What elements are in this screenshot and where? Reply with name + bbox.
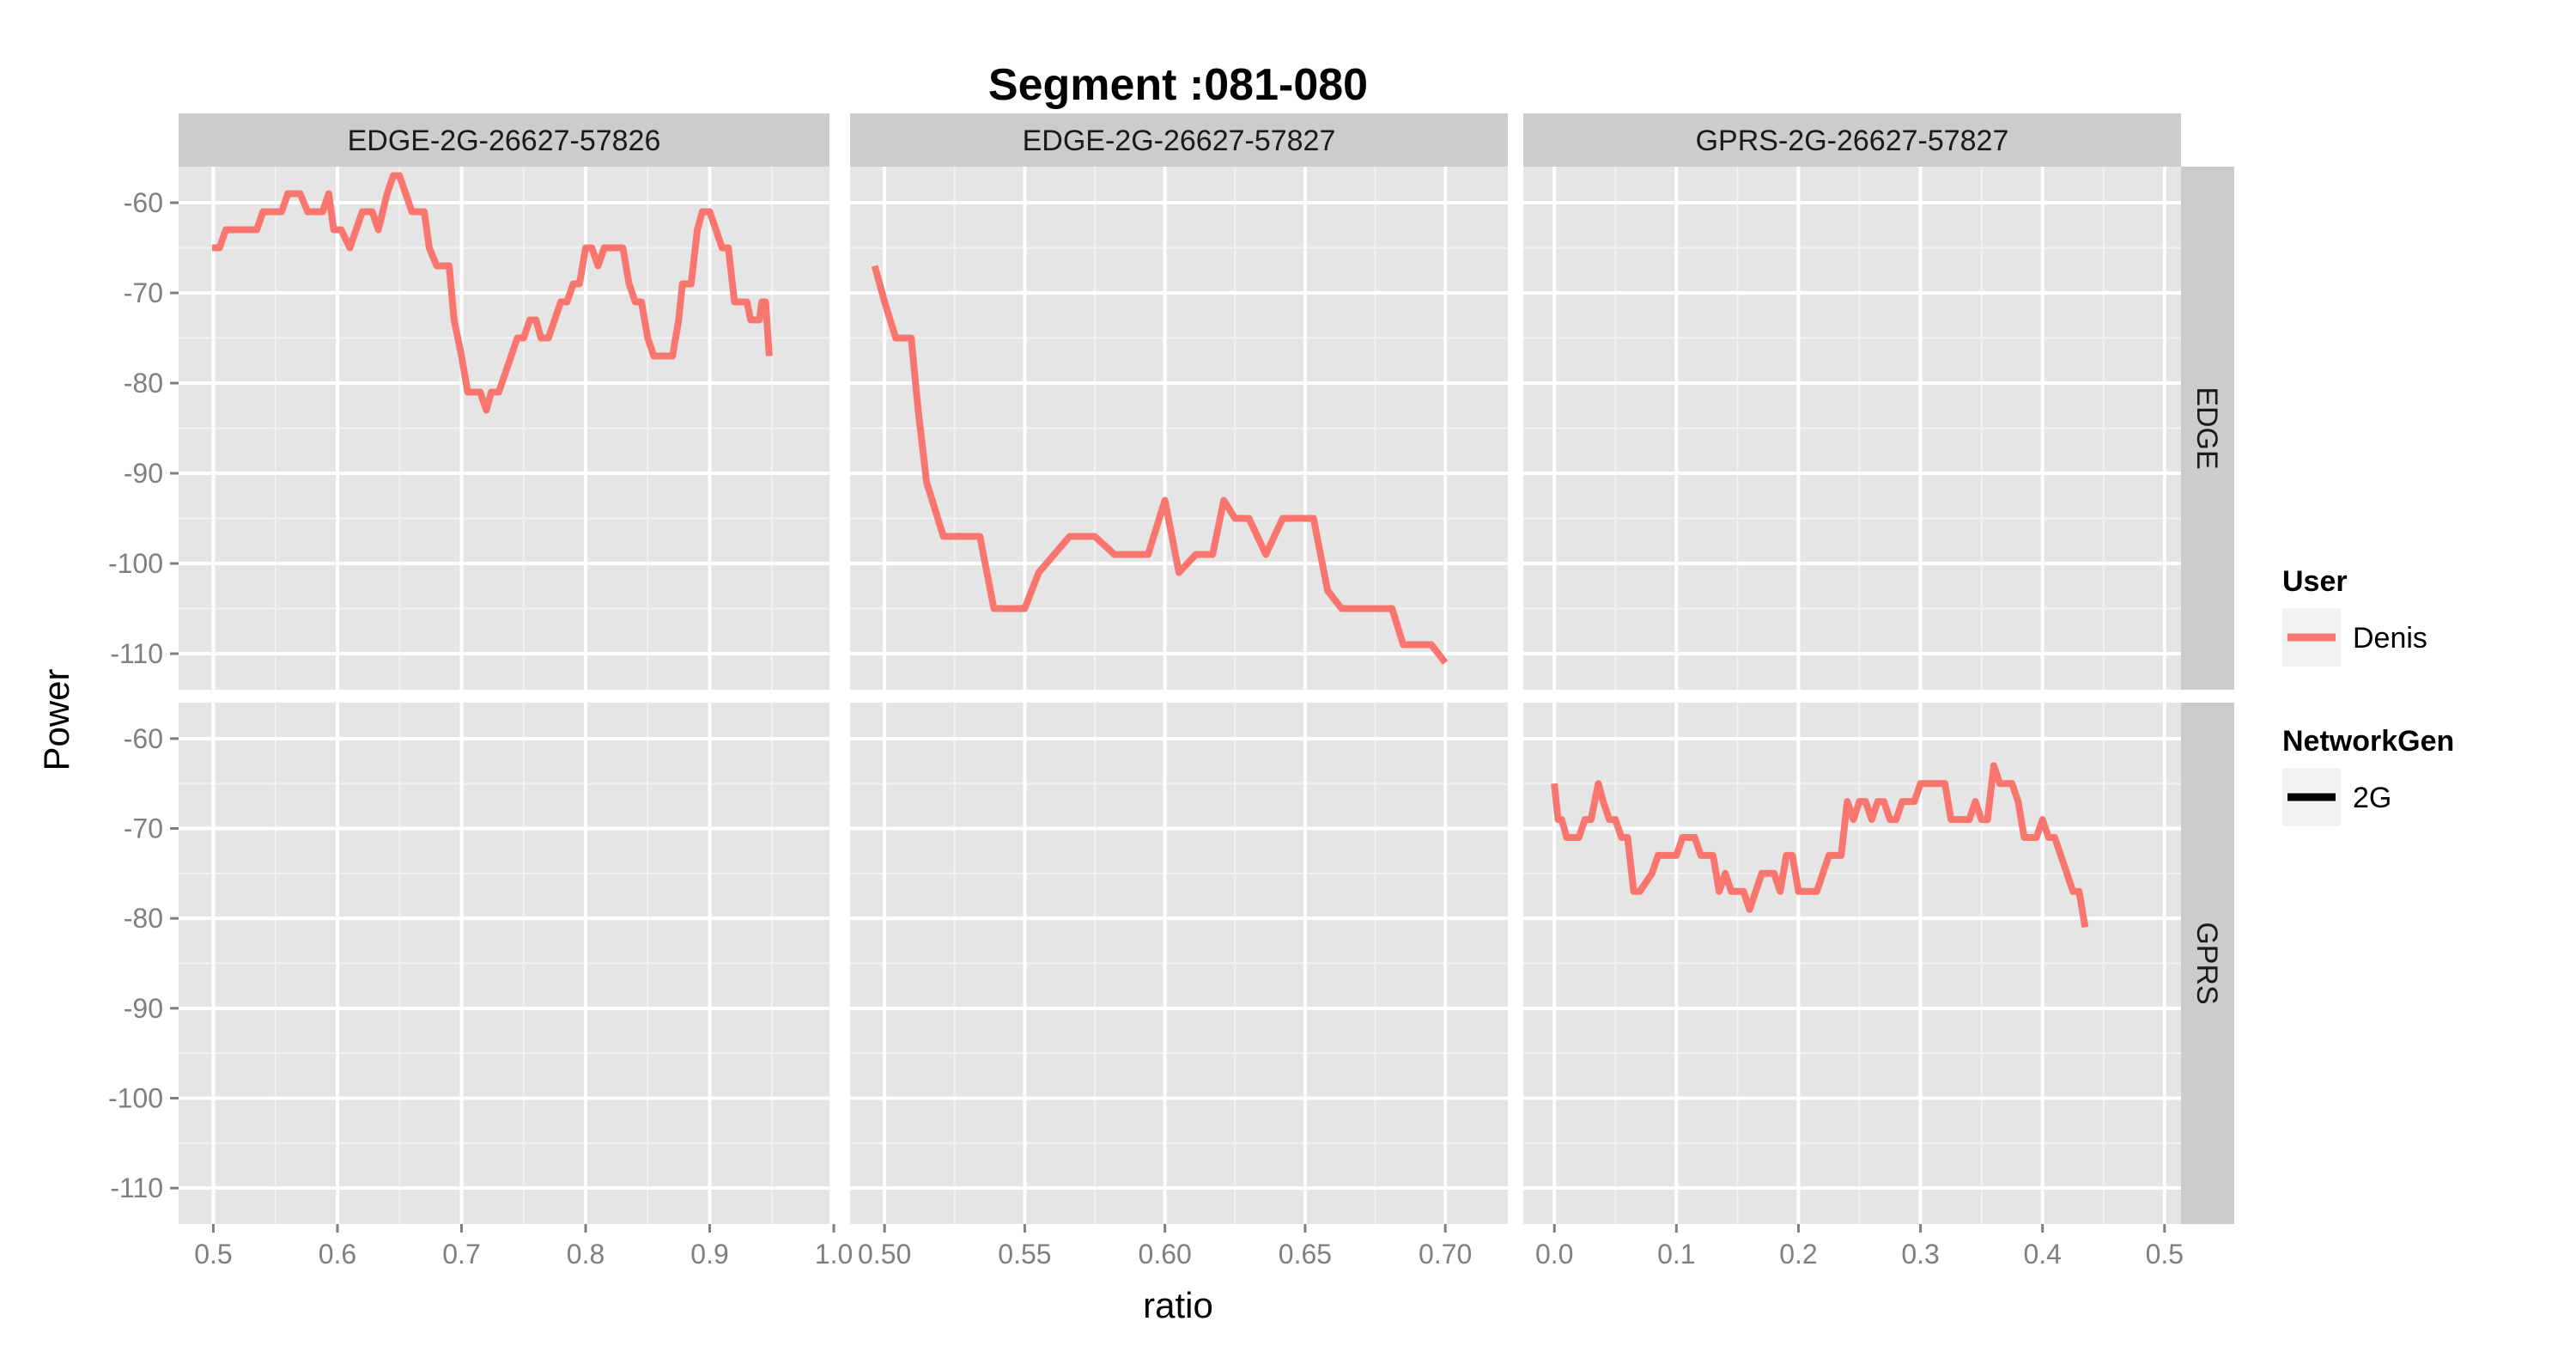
series-line-denis-panel-0-1: Denis [871, 265, 1449, 665]
y-tick-label: -110 [110, 1172, 163, 1203]
x-tick-label: 0.8 [567, 1239, 605, 1270]
facet-strip-top [850, 113, 1508, 167]
panel-0-2 [1523, 167, 2181, 690]
panel-1-0 [179, 703, 836, 1224]
facet-strip-label-row-0: EDGE [2190, 387, 2223, 469]
y-tick-label: -60 [124, 187, 163, 218]
x-axis-title: ratio [1143, 1285, 1213, 1325]
y-tick-label: -60 [124, 723, 163, 754]
panel-1-1 [850, 703, 1508, 1224]
x-tick-label: 0.0 [1535, 1239, 1573, 1270]
facet-strip-label-row-1: GPRS [2190, 922, 2223, 1004]
facet-strip-top [179, 113, 829, 167]
facet-strip-right [2181, 167, 2234, 690]
y-tick-label: -110 [110, 638, 163, 669]
legend-title: NetworkGen [2282, 725, 2454, 758]
x-tick-label: 0.5 [194, 1239, 232, 1270]
legend-networkgen: NetworkGen 2G [2282, 725, 2454, 826]
y-tick-label: -70 [124, 813, 163, 844]
panel-1-2 [1523, 703, 2181, 1224]
x-tick-label: 0.3 [1901, 1239, 1939, 1270]
y-tick-label: -90 [124, 993, 163, 1024]
x-tick-label: 0.7 [442, 1239, 480, 1270]
x-tick-label: 0.70 [1419, 1239, 1472, 1270]
x-tick-label: 0.60 [1139, 1239, 1192, 1270]
axes-layer: -60 -70 -80 -90 -100 -110 -60 -70 -80 -90 -100 -110… [108, 187, 2184, 1270]
legend-title: User [2282, 565, 2348, 598]
series-line-denis-panel-0-0: Denis [212, 172, 773, 414]
y-tick-label: -100 [108, 1082, 163, 1113]
series-line-denis-panel-1-2: Denis [1551, 762, 2089, 929]
strips-layer: EDGE-2G-26627-57826 EDGE-2G-26627-57827 GP… [179, 113, 2234, 1224]
y-tick-label: -70 [124, 277, 163, 308]
x-tick-label: 0.5 [2146, 1239, 2184, 1270]
y-axis-title: Power [36, 668, 76, 770]
x-tick-label: 0.9 [690, 1239, 728, 1270]
x-tick-label: 0.6 [319, 1239, 356, 1270]
y-tick-label: -80 [124, 903, 163, 934]
x-tick-label: 0.4 [2023, 1239, 2061, 1270]
y-tick-label: -100 [108, 548, 163, 579]
y-tick-label: -90 [124, 458, 163, 489]
facet-strip-label-col-1: EDGE-2G-26627-57827 [1023, 125, 1336, 157]
facet-strip-top [1523, 113, 2181, 167]
chart-title: Segment :081-080 [988, 60, 1368, 110]
panels-layer: Denis Denis Denis [179, 167, 2181, 1224]
x-tick-label: 0.65 [1279, 1239, 1332, 1270]
facet-strip-label-col-2: GPRS-2G-26627-57827 [1696, 125, 2009, 157]
legend-item-label: Denis [2353, 622, 2427, 655]
x-tick-label: 0.1 [1657, 1239, 1695, 1270]
y-tick-label: -80 [124, 368, 163, 399]
facet-strip-right [2181, 703, 2234, 1224]
panel-0-0 [179, 167, 836, 690]
x-tick-label: 0.2 [1779, 1239, 1817, 1270]
legend-item-label: 2G [2353, 782, 2391, 814]
facet-strip-label-col-0: EDGE-2G-26627-57826 [348, 125, 661, 157]
x-tick-label: 0.50 [858, 1239, 911, 1270]
panel-0-1 [850, 167, 1508, 690]
x-tick-label: 0.55 [998, 1239, 1051, 1270]
x-tick-label: 1.0 [815, 1239, 853, 1270]
